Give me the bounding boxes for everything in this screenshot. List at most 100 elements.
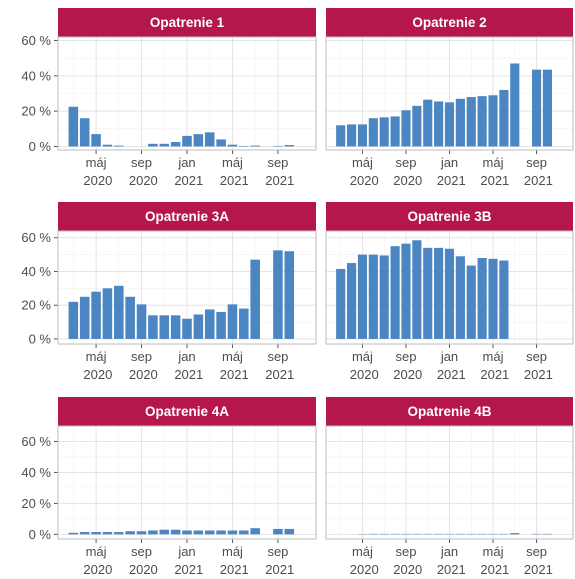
x-tick-label: sep 2020: [390, 544, 423, 577]
bar: [347, 124, 357, 147]
bar: [423, 99, 433, 147]
panel-title: Opatrenie 3A: [145, 209, 229, 224]
strip: [58, 202, 316, 231]
bar: [368, 118, 378, 147]
bar: [477, 96, 487, 147]
bar: [148, 143, 158, 147]
bar: [531, 69, 542, 147]
bar: [170, 315, 181, 339]
x-tick-label: sep 2020: [390, 155, 423, 188]
bar: [193, 134, 204, 147]
bar: [455, 256, 465, 339]
bar: [284, 145, 295, 147]
bar: [193, 530, 204, 535]
bar: [216, 139, 226, 147]
bar: [79, 118, 90, 147]
bar: [148, 530, 158, 535]
bar: [125, 531, 135, 535]
y-tick-label: 40 %: [21, 68, 51, 83]
y-tick-label: 40 %: [21, 465, 51, 480]
x-tick-label: sep 2021: [520, 155, 553, 188]
panel-border: [325, 230, 574, 345]
bar: [102, 288, 113, 339]
x-tick-label: sep 2020: [390, 349, 423, 382]
y-tick-label: 20 %: [21, 496, 51, 511]
bar: [102, 532, 113, 535]
bar: [477, 257, 487, 339]
bar: [466, 265, 476, 339]
bar: [159, 143, 170, 147]
strip: [58, 8, 316, 37]
bar: [170, 142, 181, 147]
bar: [434, 101, 444, 147]
bar: [273, 528, 283, 535]
bar: [488, 258, 498, 339]
bar: [368, 254, 378, 339]
x-tick-label: sep 2021: [520, 349, 553, 382]
x-tick-label: máj 2020: [346, 349, 379, 382]
x-tick-label: sep 2021: [262, 544, 295, 577]
bar: [239, 145, 249, 147]
x-tick-label: máj 2020: [80, 155, 113, 188]
strip: [326, 8, 573, 37]
y-tick-label: 0 %: [29, 331, 52, 346]
bar: [193, 314, 204, 339]
strip: [58, 397, 316, 426]
bar: [227, 144, 238, 147]
bar: [136, 531, 147, 535]
panel-title: Opatrenie 4A: [145, 404, 229, 419]
panel-border: [57, 36, 317, 151]
strip: [326, 202, 573, 231]
x-tick-label: sep 2020: [125, 544, 158, 577]
bar: [401, 243, 411, 339]
panel-title: Opatrenie 3B: [407, 209, 491, 224]
panel-border: [57, 230, 317, 345]
bar: [273, 145, 283, 147]
x-tick-label: jan 2021: [433, 544, 466, 577]
bar: [136, 304, 147, 339]
bar: [423, 247, 433, 339]
x-tick-label: jan 2021: [171, 349, 204, 382]
x-tick-label: máj 2021: [216, 155, 249, 188]
bar: [182, 135, 192, 147]
bar: [125, 296, 135, 339]
bar: [336, 125, 346, 147]
bar: [284, 528, 295, 535]
bar: [159, 315, 170, 339]
x-tick-label: máj 2021: [216, 349, 249, 382]
bar: [412, 240, 422, 339]
bar: [466, 97, 476, 147]
strip: [326, 397, 573, 426]
bar: [357, 124, 368, 147]
x-tick-label: máj 2021: [477, 349, 510, 382]
bar: [216, 530, 226, 535]
panel-title: Opatrenie 4B: [407, 404, 491, 419]
bar: [239, 530, 249, 535]
bar: [114, 145, 124, 147]
x-tick-label: sep 2020: [125, 155, 158, 188]
bar: [204, 309, 215, 339]
y-tick-label: 40 %: [21, 264, 51, 279]
x-tick-label: máj 2020: [80, 349, 113, 382]
y-tick-label: 60 %: [21, 33, 51, 48]
bar: [347, 263, 357, 339]
bar: [239, 308, 249, 339]
bar: [284, 251, 295, 339]
bar: [510, 63, 520, 147]
bar: [182, 530, 192, 535]
bar: [499, 89, 509, 147]
bar: [91, 134, 101, 147]
y-tick-label: 0 %: [29, 139, 52, 154]
y-tick-label: 60 %: [21, 230, 51, 245]
bar: [227, 530, 238, 535]
x-tick-label: sep 2021: [520, 544, 553, 577]
bar: [390, 116, 400, 147]
bar: [68, 106, 79, 147]
x-tick-label: sep 2021: [262, 155, 295, 188]
bar: [79, 296, 90, 339]
panel-border: [325, 425, 574, 540]
bar: [390, 246, 400, 339]
x-tick-label: máj 2020: [346, 155, 379, 188]
bar: [182, 318, 192, 339]
